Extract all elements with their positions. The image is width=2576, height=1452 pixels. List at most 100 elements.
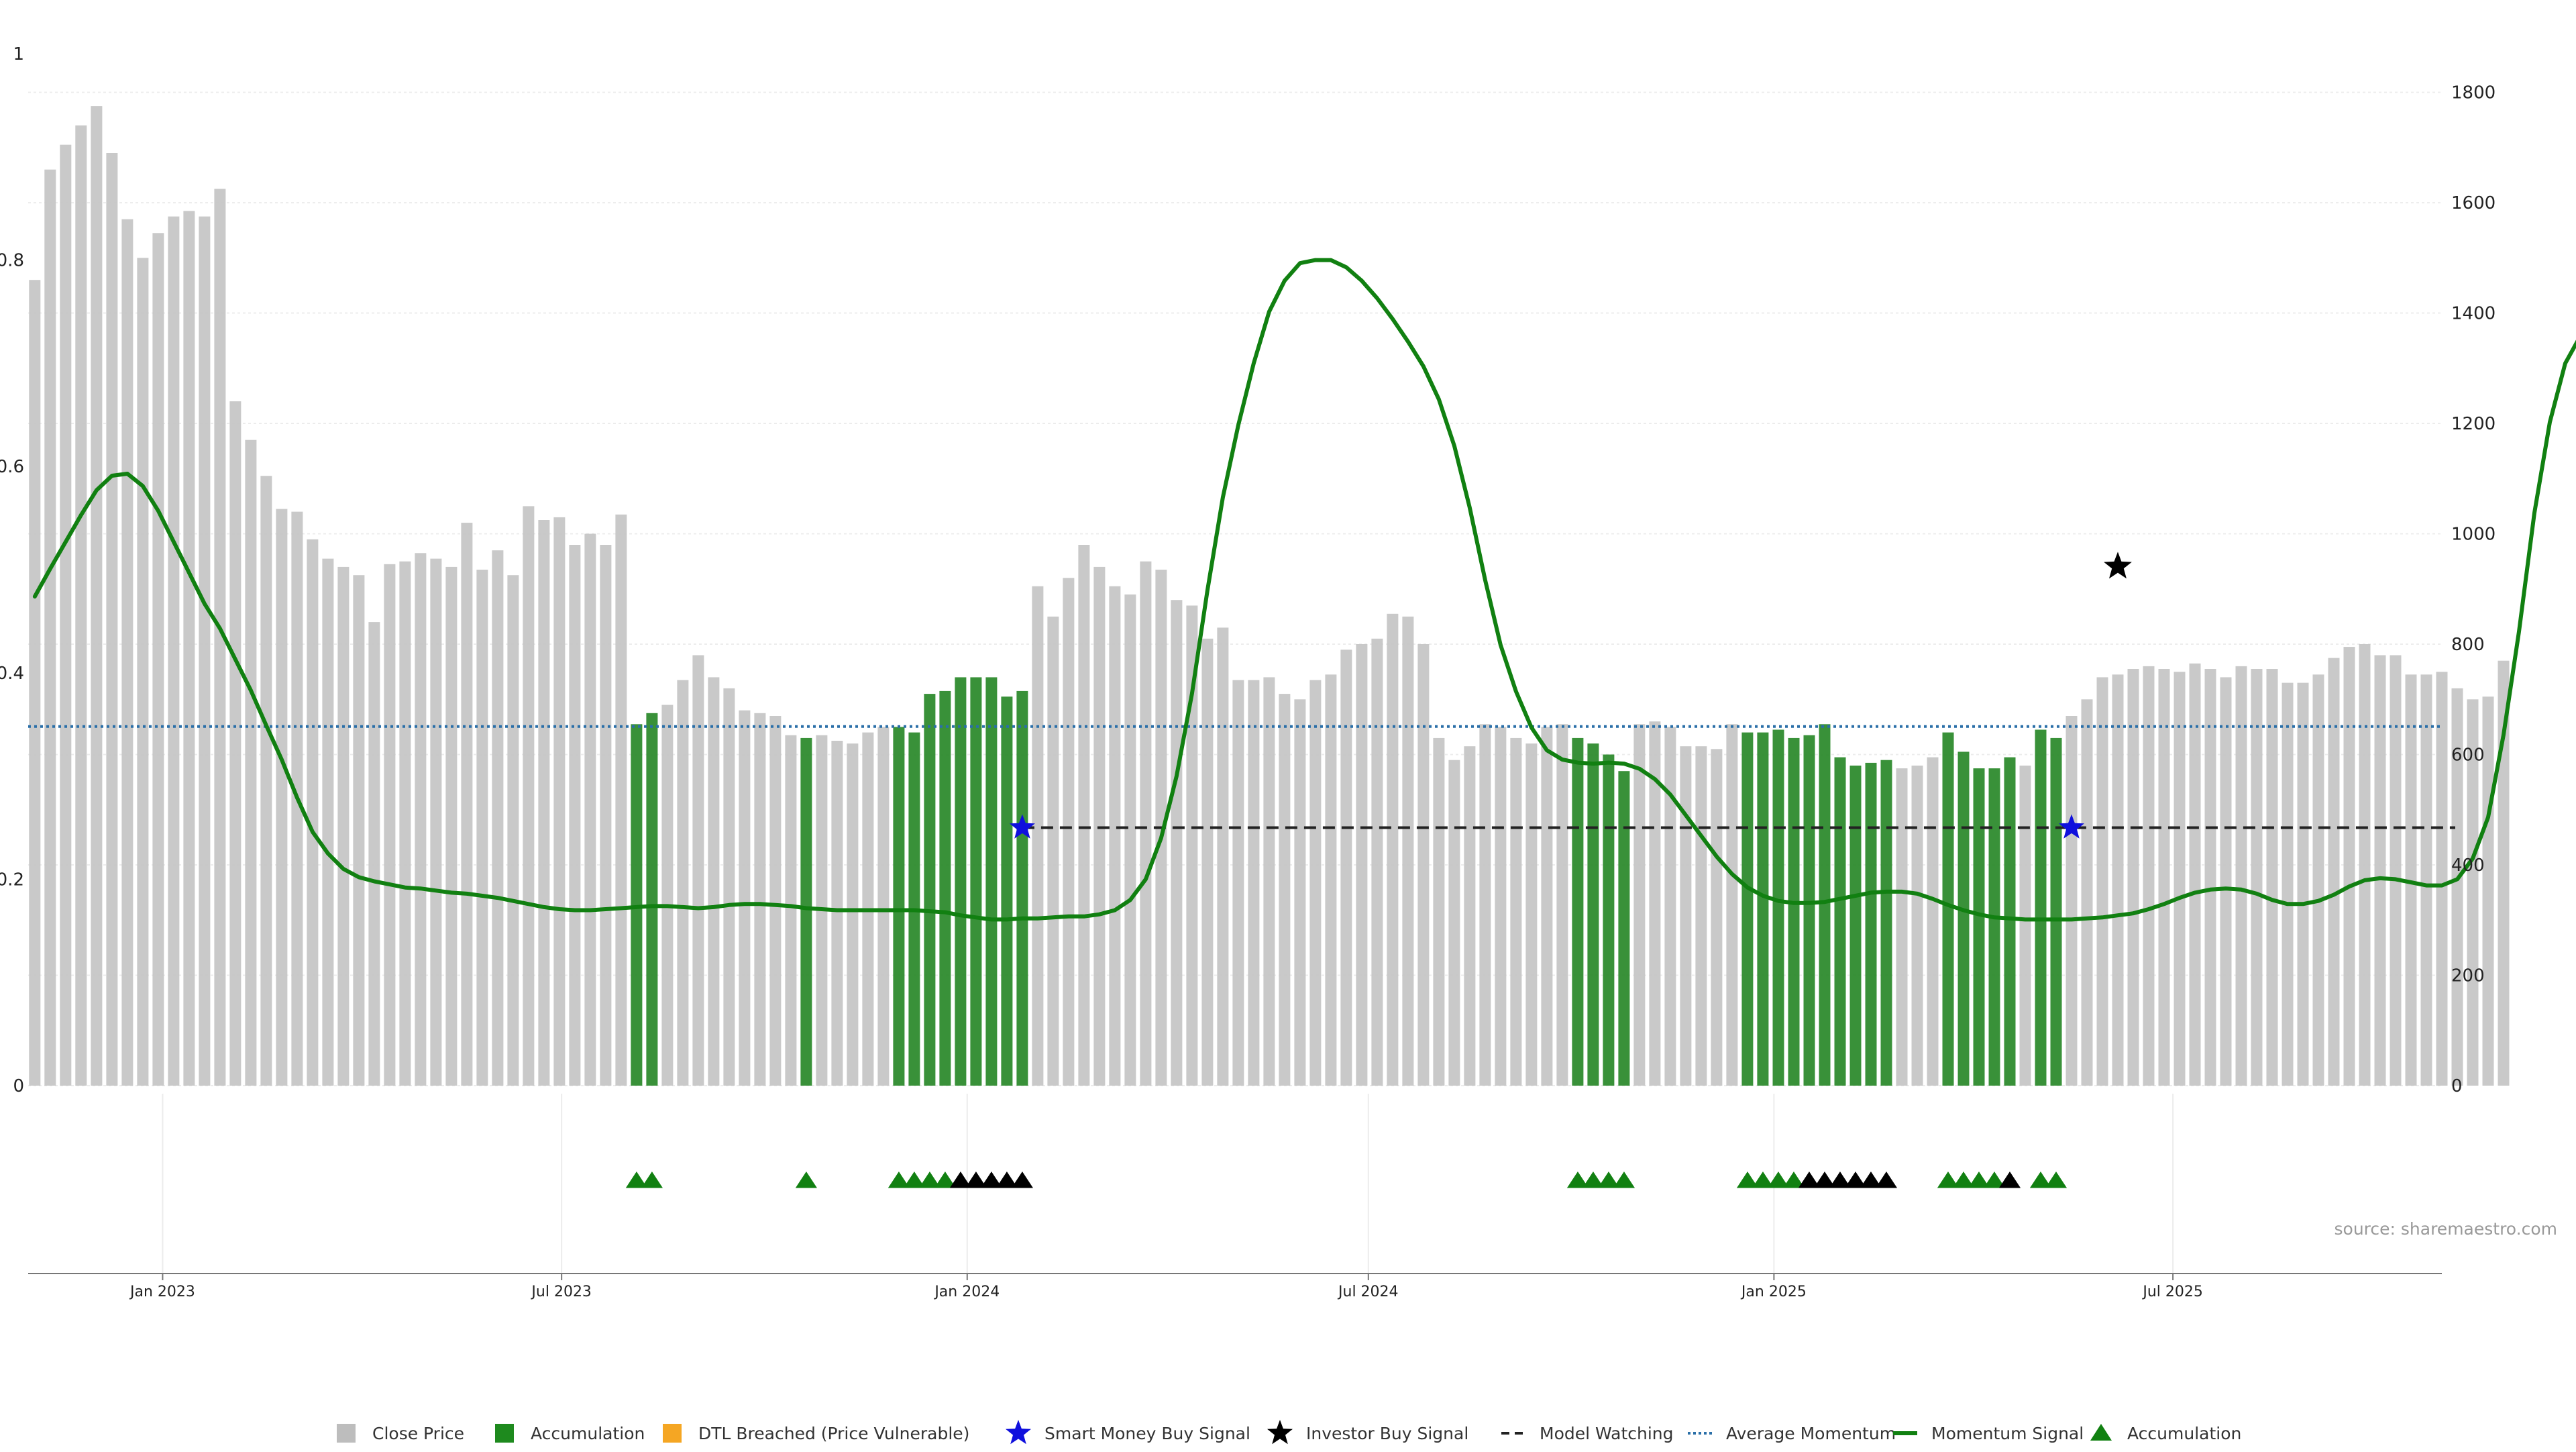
close-price-bar <box>1279 694 1291 1086</box>
close-price-bar <box>754 713 766 1086</box>
close-price-bar <box>2143 666 2155 1086</box>
close-price-bar <box>430 558 442 1086</box>
close-price-bar <box>44 169 56 1086</box>
right-axis-tick-label: 1600 <box>2451 193 2496 213</box>
signal-triangle-black <box>996 1172 1018 1188</box>
signal-triangle-black <box>1998 1172 2021 1188</box>
close-price-bar <box>1371 638 1383 1086</box>
close-price-bar <box>2297 682 2309 1086</box>
close-price-bar <box>2127 669 2139 1086</box>
close-price-bar <box>877 727 890 1086</box>
close-price-bar <box>2081 699 2093 1086</box>
accumulation-triangle <box>1983 1172 2006 1188</box>
close-price-bar <box>1171 600 1183 1086</box>
close-price-bar <box>677 680 689 1086</box>
legend-label: Model Watching <box>1540 1424 1674 1443</box>
legend-item: Accumulation <box>2090 1424 2241 1443</box>
close-price-bar <box>2204 669 2216 1086</box>
close-price-bar <box>2359 644 2371 1086</box>
close-price-bar <box>1896 768 1908 1086</box>
legend-item: Accumulation <box>495 1424 645 1443</box>
accumulation-bar <box>1757 732 1769 1086</box>
close-price-bar <box>60 144 72 1086</box>
right-axis-tick-label: 0 <box>2451 1076 2463 1096</box>
close-price-bar <box>152 233 164 1086</box>
close-price-bar <box>2112 674 2124 1086</box>
close-price-bar <box>214 189 226 1086</box>
accumulation-bar <box>985 677 998 1086</box>
close-price-bar <box>1680 746 1692 1086</box>
close-price-bar <box>276 509 288 1086</box>
close-price-bar <box>2235 666 2247 1086</box>
close-price-bar <box>1140 561 1152 1086</box>
signal-triangle-black <box>965 1172 987 1188</box>
right-axis-tick-label: 1200 <box>2451 414 2496 434</box>
right-axis-tick-label: 1000 <box>2451 525 2496 545</box>
close-price-bar <box>1402 616 1414 1086</box>
accumulation-bar <box>1849 766 1862 1086</box>
accumulation-bar <box>893 727 905 1086</box>
close-price-bar <box>615 514 627 1086</box>
accumulation-triangle <box>1782 1172 1805 1188</box>
close-price-bar <box>1525 743 1538 1086</box>
close-price-bar <box>245 439 257 1086</box>
close-price-bar <box>183 211 195 1086</box>
accumulation-triangle <box>2045 1172 2068 1188</box>
close-price-bar <box>523 506 535 1086</box>
accumulation-bar <box>1618 771 1630 1086</box>
accumulation-bar <box>2004 757 2016 1086</box>
signal-triangle-black <box>980 1172 1003 1188</box>
legend-item: Momentum Signal <box>1893 1424 2084 1443</box>
accumulation-bar <box>1988 768 2000 1086</box>
close-price-bar <box>137 258 149 1086</box>
close-price-bar <box>1633 724 1646 1086</box>
close-price-bar <box>2343 647 2355 1086</box>
legend-item: Model Watching <box>1501 1424 1674 1443</box>
close-price-bar <box>769 716 782 1086</box>
accumulation-bar <box>1572 737 1584 1086</box>
legend-item: Smart Money Buy Signal <box>1006 1420 1250 1445</box>
accumulation-triangle <box>795 1172 818 1188</box>
close-price-bar <box>492 550 504 1086</box>
accumulation-bar <box>800 737 812 1086</box>
close-price-bar <box>538 520 550 1086</box>
left-axis-tick-label: 0.4 <box>0 664 24 684</box>
close-price-bar <box>2282 682 2294 1086</box>
close-price-bar <box>507 575 519 1086</box>
close-price-bar <box>2312 674 2324 1086</box>
legend-label: DTL Breached (Price Vulnerable) <box>698 1424 969 1443</box>
left-axis-tick-label: 0.6 <box>0 457 24 477</box>
legend: Close Price Accumulation DTL Breached (Pri… <box>337 1420 2241 1445</box>
close-price-bar <box>1479 724 1491 1086</box>
accumulation-bar <box>1741 732 1754 1086</box>
close-price-bar <box>29 280 41 1086</box>
accumulation-bar <box>646 713 658 1086</box>
close-price-bar <box>1464 746 1476 1086</box>
close-price-bar <box>1217 627 1229 1086</box>
accumulation-bar <box>955 677 967 1086</box>
close-price-bar <box>2328 658 2340 1086</box>
close-price-bar <box>445 566 458 1086</box>
accumulation-bar <box>1016 690 1028 1086</box>
close-price-bar <box>600 545 612 1086</box>
close-price-bar <box>1387 613 1399 1086</box>
accumulation-triangle <box>641 1172 663 1188</box>
close-price-bar <box>2390 655 2402 1086</box>
close-price-bar <box>2467 699 2479 1086</box>
accumulation-triangle <box>1566 1172 1589 1188</box>
left-axis-tick-label: 0.8 <box>0 251 24 271</box>
close-price-bar <box>739 710 751 1086</box>
close-price-bar <box>384 564 396 1086</box>
legend-label: Average Momentum <box>1726 1424 1896 1443</box>
close-price-bar <box>1556 724 1568 1086</box>
close-price-bar <box>1063 578 1075 1086</box>
legend-symbol-star <box>1006 1420 1031 1445</box>
accumulation-triangle <box>918 1172 941 1188</box>
right-axis-tick-label: 600 <box>2451 745 2485 766</box>
close-price-bar <box>337 566 350 1086</box>
accumulation-triangle <box>625 1172 647 1188</box>
close-price-bar <box>1201 638 1214 1086</box>
close-price-bar <box>75 125 87 1086</box>
signal-triangle-black <box>1875 1172 1898 1188</box>
